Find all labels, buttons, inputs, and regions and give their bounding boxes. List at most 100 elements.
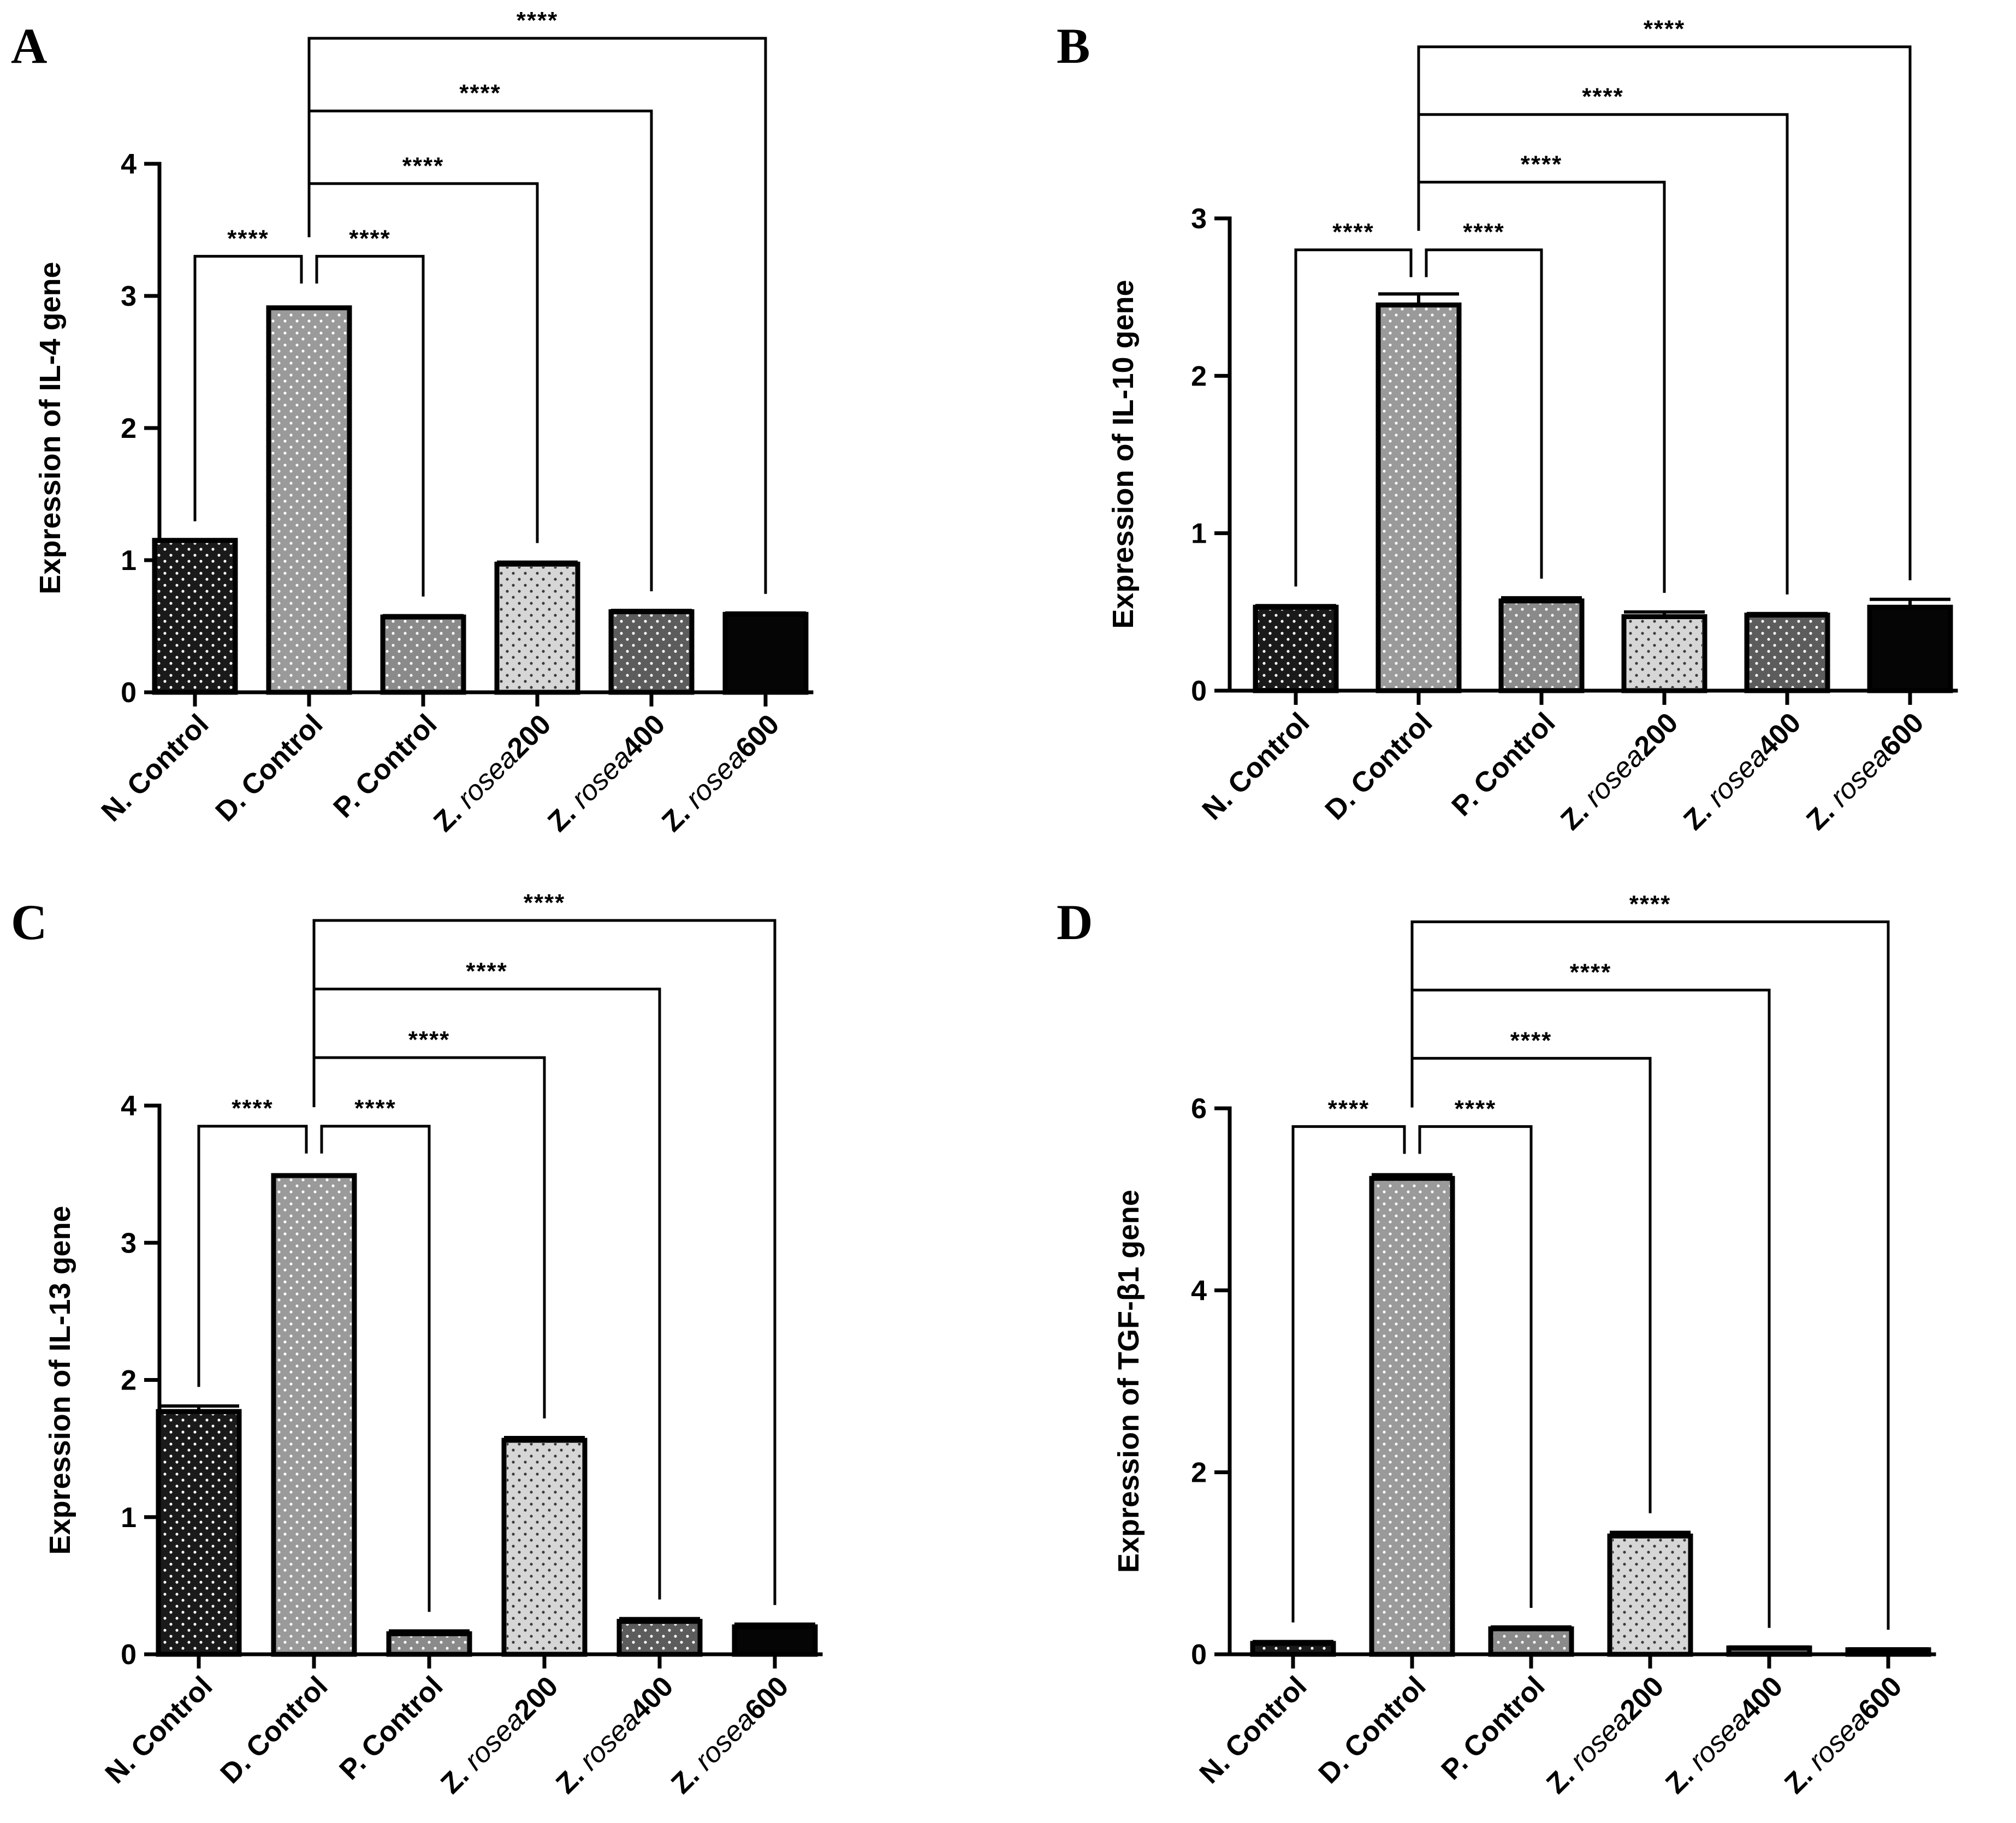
y-tick-label: 0	[121, 1639, 137, 1671]
y-axis-label: Expression of IL-10 gene	[1107, 280, 1140, 628]
bar-pattern	[500, 567, 575, 690]
bar-pattern	[1255, 1646, 1331, 1652]
panel-letter-a: A	[11, 18, 47, 74]
x-tick-label: Z. rosea200	[435, 1670, 564, 1800]
y-tick-label: 3	[121, 1227, 137, 1259]
significance-bracket	[1410, 920, 1890, 1630]
x-tick-label: D. Control	[215, 1670, 334, 1790]
y-axis-label: Expression of TGF-β1 gene	[1112, 1190, 1145, 1573]
y-tick-label: 2	[121, 413, 137, 444]
panel-a: A Expression of IL-4 gene 0 1 2 3 4 N. Control…	[11, 7, 814, 838]
bar-pattern	[271, 310, 347, 690]
x-tick-label: N. Control	[96, 708, 215, 828]
significance-bracket	[307, 37, 767, 594]
bar-pattern	[1493, 1631, 1569, 1652]
significance-bracket	[1291, 1125, 1406, 1623]
bar-pattern	[157, 543, 233, 690]
significance-label: ****	[1644, 16, 1686, 43]
panel-b: B Expression of IL-10 gene 0 1 2 3 N. Control…	[1057, 16, 1958, 836]
y-tick-label: 2	[1191, 360, 1207, 392]
significance-label: ****	[524, 889, 566, 916]
bar-pattern	[392, 1636, 467, 1652]
x-tick-label: D. Control	[1313, 1670, 1432, 1790]
x-tick-label: P. Control	[334, 1670, 449, 1786]
significance-label: ****	[1510, 1027, 1552, 1054]
significance-label: ****	[1570, 959, 1612, 985]
significance-label: ****	[354, 1095, 396, 1122]
x-tick-label: Z. rosea400	[1677, 706, 1807, 836]
x-tick-label: N. Control	[99, 1670, 219, 1790]
significance-label: ****	[232, 1095, 274, 1122]
significance-label: ****	[1582, 84, 1624, 110]
significance-label: ****	[1463, 219, 1505, 246]
y-tick-label: 3	[1191, 203, 1207, 235]
significance-bracket	[1410, 988, 1771, 1628]
x-tick-label: N. Control	[1196, 706, 1316, 826]
bar-pattern	[386, 620, 461, 690]
x-tick-label: Z. rosea400	[1659, 1670, 1789, 1800]
x-tick-label: Z. rosea200	[428, 708, 557, 838]
y-tick-label: 1	[121, 545, 137, 577]
bar-pattern	[614, 614, 689, 690]
significance-bracket	[1294, 248, 1413, 587]
x-tick-label: Z. rosea600	[656, 708, 785, 838]
significance-label: ****	[349, 225, 391, 252]
y-tick-label: 0	[1191, 1639, 1207, 1671]
panel-letter-c: C	[11, 894, 47, 950]
bar	[722, 611, 809, 695]
significance-bracket	[1417, 113, 1789, 595]
bar-pattern	[1750, 617, 1825, 688]
x-tick-label: P. Control	[1446, 706, 1562, 822]
bar-pattern	[1627, 619, 1702, 688]
bar	[1867, 604, 1953, 693]
significance-label: ****	[1455, 1095, 1497, 1122]
y-axis-label: Expression of IL-13 gene	[44, 1206, 76, 1554]
significance-bracket	[197, 1125, 308, 1387]
y-tick-label: 1	[121, 1502, 137, 1534]
bar-pattern	[1381, 307, 1456, 688]
panel-letter-b: B	[1057, 18, 1090, 74]
significance-label: ****	[459, 80, 501, 106]
y-tick-label: 0	[1191, 675, 1207, 707]
y-tick-label: 4	[121, 149, 137, 180]
significance-label: ****	[1332, 219, 1374, 246]
x-tick-label: Z. rosea200	[1540, 1670, 1670, 1800]
x-tick-label: Z. rosea600	[1800, 706, 1930, 836]
significance-bracket	[1425, 248, 1543, 579]
significance-label: ****	[1521, 151, 1563, 178]
y-tick-label: 4	[121, 1090, 137, 1122]
y-tick-label: 1	[1191, 518, 1207, 550]
x-tick-label: Z. rosea400	[542, 708, 671, 838]
y-tick-label: 4	[1191, 1275, 1207, 1307]
y-tick-label: 6	[1191, 1093, 1207, 1125]
x-tick-label: P. Control	[1436, 1670, 1551, 1786]
y-tick-label: 2	[1191, 1457, 1207, 1489]
bar-pattern	[507, 1443, 582, 1652]
y-tick-label: 2	[121, 1365, 137, 1397]
significance-bracket	[193, 254, 303, 521]
panel-letter-d: D	[1057, 894, 1093, 950]
significance-bracket	[312, 987, 661, 1600]
x-tick-label: P. Control	[328, 708, 443, 824]
bar-pattern	[1374, 1181, 1450, 1652]
significance-bracket	[320, 1125, 431, 1612]
significance-bracket	[312, 919, 776, 1605]
x-tick-label: D. Control	[1319, 706, 1439, 826]
panel-c: C Expression of IL-13 gene 0 1 2 3 4 N. Contro…	[11, 889, 823, 1800]
significance-bracket	[1417, 45, 1912, 580]
bar-pattern	[1504, 603, 1579, 688]
y-tick-label: 3	[121, 281, 137, 312]
bar-pattern	[161, 1414, 236, 1652]
y-tick-label: 0	[121, 677, 137, 709]
significance-label: ****	[1328, 1095, 1370, 1122]
bar	[732, 1624, 818, 1657]
bar-pattern	[1732, 1650, 1807, 1652]
bar-pattern	[1258, 610, 1333, 688]
significance-label: ****	[402, 152, 444, 179]
bar-pattern	[1612, 1539, 1688, 1652]
panel-d: D Expression of TGF-β1 gene 0 2 4 6 N. Contro…	[1057, 890, 1936, 1800]
significance-label: ****	[1629, 890, 1671, 917]
x-tick-label: D. Control	[210, 708, 329, 828]
significance-label: ****	[517, 7, 559, 34]
